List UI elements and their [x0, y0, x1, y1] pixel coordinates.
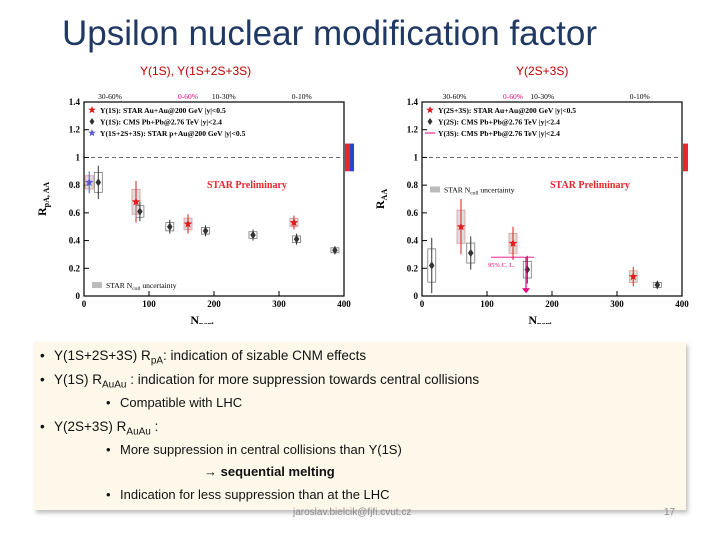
x-tick-label: 100 [142, 299, 156, 309]
centrality-label: 0-60% [178, 92, 198, 101]
y-tick-label: 1 [414, 152, 419, 162]
legend-entry: Υ(3S): CMS Pb+Pb@2.76 TeV |y|<2.4 [438, 129, 560, 138]
ncoll-unc-label: STAR Ncoll uncertainty [106, 281, 177, 292]
data-point-diamond [654, 280, 661, 289]
centrality-label: 0-10% [630, 92, 650, 101]
sub-bullet-central: • More suppression in central collisions … [106, 442, 402, 457]
page-number: 17 [664, 507, 676, 518]
plot-frame [421, 101, 683, 297]
y-tick-label: 0.2 [407, 263, 419, 273]
legend-entry: Υ(1S): CMS Pb+Pb@2.76 TeV |y|<2.4 [100, 118, 222, 127]
cl-label: 95% C. L. [488, 262, 515, 269]
ncoll-unc-swatch [430, 186, 440, 193]
data-point-star [183, 219, 193, 228]
chart-raa-2s3s: 0 0.2 0.4 0.6 0.8 1 1.2 1.4 0 100 200 300 400 30-60% 0… [373, 92, 689, 324]
x-tick-label: 400 [337, 299, 351, 309]
bullet-2s3s: • Υ(2S+3S) RAuAu : [40, 419, 159, 438]
star-preliminary: STAR Preliminary [550, 180, 630, 191]
x-tick-label: 200 [207, 299, 221, 309]
data-point-star [629, 272, 638, 281]
x-tick-label: 200 [545, 299, 559, 309]
data-point-star [508, 238, 518, 247]
y-tick-label: 1 [76, 152, 81, 162]
legend-entry: Υ(1S+2S+3S): STAR p+Au@200 GeV |y|<0.5 [100, 129, 246, 138]
centrality-label: 0-10% [292, 92, 312, 101]
data-point-star [131, 197, 141, 206]
bullet-pa: • Υ(1S+2S+3S) RpA: indication of sizable … [40, 348, 367, 367]
y-tick-label: 1.4 [407, 97, 419, 107]
sub-bullet-lhc: • Compatible with LHC [106, 395, 243, 410]
x-tick-label: 0 [420, 299, 425, 309]
subtitle-right: Υ(2S+3S) [516, 64, 569, 78]
star-preliminary: STAR Preliminary [207, 180, 287, 191]
y-tick-label: 0.2 [69, 263, 81, 273]
data-point-star [84, 177, 94, 186]
x-axis-label: Npart [190, 313, 214, 324]
data-point-diamond [467, 249, 474, 258]
data-point-star [289, 218, 299, 227]
centrality-label: 10-30% [212, 92, 236, 101]
legend-marker-star-blue [88, 129, 96, 137]
centrality-label: 30-60% [98, 92, 122, 101]
band-red [345, 143, 350, 172]
footer-email: jaroslav.bielcik@fjfi.cvut.cz [293, 507, 412, 518]
chart-raa-1s: 0 0.2 0.4 0.6 0.8 1 1.2 1.4 0 100 200 300 400 30-60% 0… [35, 92, 354, 324]
ncoll-unc-swatch [92, 282, 102, 289]
data-point-star [456, 222, 466, 231]
plot-frame [83, 101, 345, 297]
x-tick-label: 400 [675, 299, 689, 309]
y-tick-label: 0.8 [407, 180, 419, 190]
y-tick-label: 0 [414, 291, 419, 301]
x-tick-label: 0 [82, 299, 87, 309]
y-tick-label: 0.8 [69, 180, 81, 190]
centrality-label: 30-60% [443, 92, 467, 101]
data-point-diamond [202, 226, 209, 235]
bullet-1s: • Υ(1S) RAuAu : indication for more suppr… [40, 372, 480, 391]
x-axis-label: Npart [528, 313, 552, 324]
y-tick-label: 1.2 [69, 125, 81, 135]
sub-bullet-lhc-less: • Indication for less suppression than at… [106, 487, 390, 502]
data-point-diamond [137, 207, 143, 216]
x-tick-label: 300 [272, 299, 286, 309]
legend-marker-star [426, 106, 434, 114]
ncoll-unc-label: STAR Ncoll uncertainty [444, 185, 515, 196]
data-point-diamond [95, 178, 102, 187]
legend-marker-star [88, 106, 96, 114]
legend-entry: Υ(2S+3S): STAR Au+Au@200 GeV |y|<0.5 [438, 106, 576, 115]
data-point-diamond [332, 246, 338, 255]
legend-entry: Υ(1S): STAR Au+Au@200 GeV |y|<0.5 [100, 106, 226, 115]
y-tick-label: 0.6 [69, 208, 81, 218]
band-blue [350, 143, 354, 172]
summary-box: • Υ(1S+2S+3S) RpA: indication of sizable … [34, 342, 686, 510]
legend-marker-diamond [89, 118, 95, 125]
subtitle-left: Υ(1S), Υ(1S+2S+3S) [140, 64, 252, 78]
y-axis-label: RpA, AA [35, 182, 51, 216]
y-tick-label: 1.4 [69, 97, 81, 107]
y-axis-label: RAA [373, 189, 389, 209]
x-tick-label: 300 [610, 299, 624, 309]
sequential-melting: → sequential melting [204, 464, 335, 479]
y-tick-label: 0.4 [407, 236, 419, 246]
band-red [683, 143, 688, 172]
data-point-diamond [167, 222, 173, 231]
upper-limit-arrowhead [522, 288, 530, 294]
slide-title: Upsilon nuclear modification factor [62, 14, 597, 53]
y-tick-label: 0.4 [69, 236, 81, 246]
y-tick-label: 0.6 [407, 208, 419, 218]
y-tick-label: 1.2 [407, 125, 419, 135]
data-point-diamond [293, 235, 300, 244]
legend-entry: Υ(2S): CMS Pb+Pb@2.76 TeV |y|<2.4 [438, 118, 560, 127]
y-tick-label: 0 [76, 291, 81, 301]
data-point-diamond [250, 231, 256, 240]
legend-marker-diamond [427, 118, 433, 125]
centrality-label: 10-30% [530, 92, 554, 101]
centrality-label: 0-60% [503, 92, 523, 101]
x-tick-label: 100 [480, 299, 494, 309]
data-point-diamond [428, 261, 435, 270]
